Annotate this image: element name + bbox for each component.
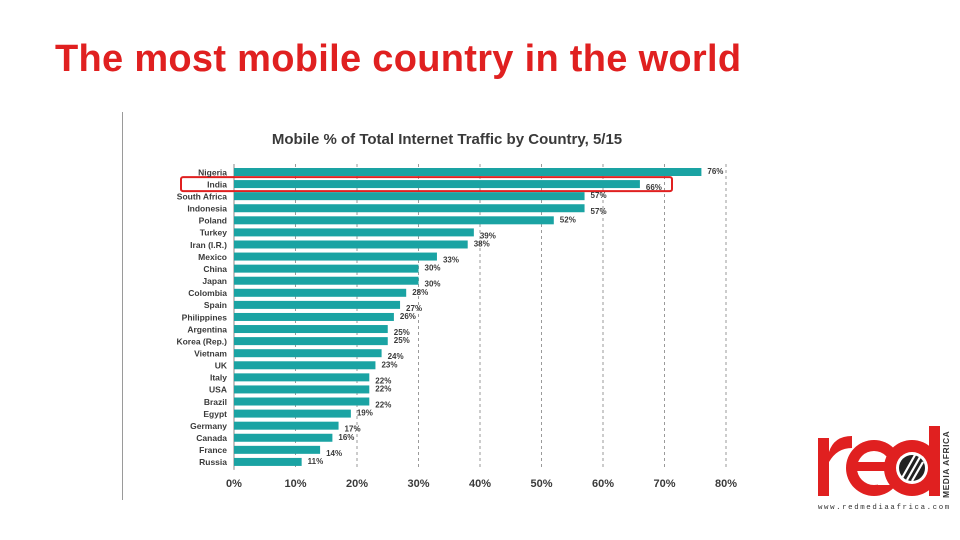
value-label: 23%: [381, 360, 397, 369]
value-label: 30%: [425, 280, 441, 289]
category-label: Canada: [196, 433, 227, 443]
value-label: 57%: [591, 191, 607, 200]
value-label: 52%: [560, 215, 576, 224]
left-divider: [122, 112, 123, 500]
value-label: 25%: [394, 328, 410, 337]
category-label: Germany: [190, 421, 227, 431]
category-label: Egypt: [203, 409, 227, 419]
category-label: Brazil: [204, 397, 227, 407]
value-label: 26%: [400, 312, 416, 321]
bar: [234, 288, 407, 297]
x-tick-label: 40%: [469, 478, 491, 490]
x-tick-label: 0%: [226, 478, 242, 490]
value-label: 57%: [591, 207, 607, 216]
logo-subtitle: MEDIA AFRICA: [941, 431, 951, 498]
logo-url: www.redmediaafrica.com: [818, 504, 951, 512]
highlight-box: [180, 176, 673, 193]
x-tick-label: 60%: [592, 478, 614, 490]
value-label: 22%: [375, 384, 391, 393]
bar: [234, 373, 370, 382]
category-label: USA: [209, 385, 227, 395]
x-tick-label: 80%: [715, 478, 737, 490]
bar: [234, 457, 302, 466]
category-label: India: [207, 179, 227, 189]
bar: [234, 180, 640, 189]
value-label: 76%: [707, 167, 723, 176]
value-label: 30%: [425, 264, 441, 273]
category-label: Indonesia: [187, 204, 227, 214]
value-label: 38%: [474, 239, 490, 248]
category-label: Argentina: [187, 324, 227, 334]
bar: [234, 216, 554, 225]
value-label: 17%: [345, 425, 361, 434]
category-label: Philippines: [182, 312, 228, 322]
bar: [234, 240, 468, 249]
bar: [234, 385, 370, 394]
value-label: 22%: [375, 376, 391, 385]
category-label: Italy: [210, 373, 227, 383]
category-label: Russia: [199, 457, 227, 467]
category-label: Poland: [199, 216, 227, 226]
x-tick-label: 30%: [407, 478, 429, 490]
value-label: 19%: [357, 409, 373, 418]
bar: [234, 300, 401, 309]
value-label: 66%: [646, 183, 662, 192]
bar: [234, 409, 351, 418]
category-label: France: [199, 445, 227, 455]
logo-mark: [818, 426, 940, 496]
chart-title: Mobile % of Total Internet Traffic by Co…: [272, 131, 622, 148]
x-tick-label: 50%: [530, 478, 552, 490]
slide-title: The most mobile country in the world: [55, 38, 742, 80]
bar: [234, 445, 321, 454]
category-label: Japan: [202, 276, 227, 286]
value-label: 11%: [308, 457, 324, 466]
value-label: 16%: [338, 433, 354, 442]
bar: [234, 192, 585, 201]
category-label: Vietnam: [194, 349, 227, 359]
bar: [234, 228, 474, 237]
bar: [234, 204, 585, 213]
x-tick-label: 70%: [653, 478, 675, 490]
bar: [234, 433, 333, 442]
bar: [234, 264, 419, 273]
value-label: 24%: [388, 352, 404, 361]
bar: [234, 252, 437, 261]
category-label: Iran (I.R.): [190, 240, 227, 250]
value-label: 25%: [394, 336, 410, 345]
category-label: South Africa: [177, 191, 227, 201]
category-label: Korea (Rep.): [176, 336, 227, 346]
value-label: 28%: [412, 288, 428, 297]
bar: [234, 397, 370, 406]
value-label: 27%: [406, 304, 422, 313]
category-label: UK: [215, 361, 228, 371]
value-label: 14%: [326, 449, 342, 458]
category-label: Turkey: [200, 228, 228, 238]
value-label: 33%: [443, 256, 459, 265]
bar: [234, 421, 339, 430]
category-label: Nigeria: [198, 167, 227, 177]
value-label: 22%: [375, 401, 391, 410]
bar: [234, 276, 419, 285]
red-media-africa-logo: MEDIA AFRICA www.redmediaafrica.com: [812, 422, 952, 520]
category-label: Colombia: [188, 288, 227, 298]
bar: [234, 361, 376, 370]
bar: [234, 312, 394, 321]
bar: [234, 337, 388, 346]
x-tick-label: 10%: [284, 478, 306, 490]
category-label: Spain: [204, 300, 227, 310]
category-label: Mexico: [198, 252, 227, 262]
x-tick-label: 20%: [346, 478, 368, 490]
value-label: 39%: [480, 231, 496, 240]
bar: [234, 168, 702, 176]
bar: [234, 325, 388, 334]
category-label: China: [203, 264, 227, 274]
bar: [234, 349, 382, 358]
